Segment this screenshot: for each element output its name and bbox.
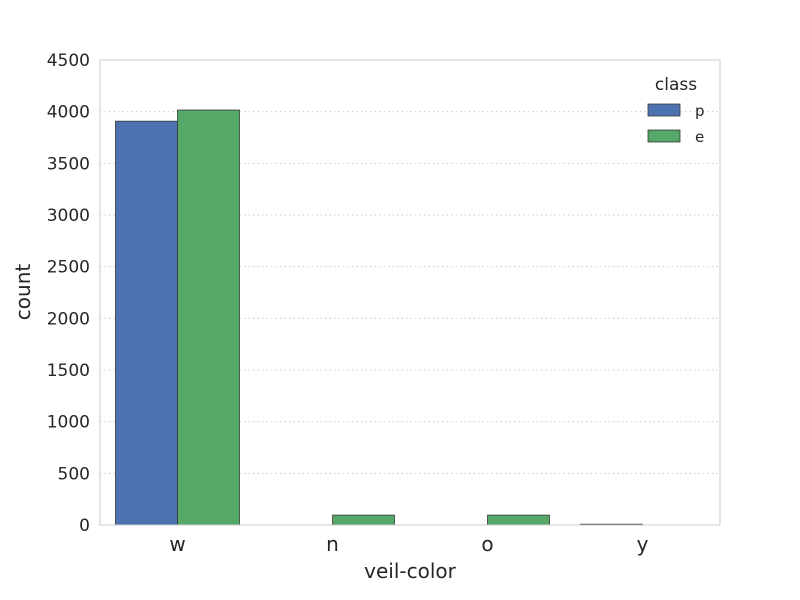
y-tick-labels: 0 500 1000 1500 2000 2500 3000 3500 4000 4500 <box>47 51 90 536</box>
x-tick-label: y <box>637 532 649 556</box>
legend-swatch-p <box>647 103 681 117</box>
legend-swatch-e <box>647 129 681 143</box>
y-tick-label: 4000 <box>47 103 90 123</box>
x-tick-label: w <box>169 532 185 556</box>
y-tick-label: 500 <box>58 464 90 484</box>
y-tick-label: 0 <box>79 516 90 536</box>
legend-title: class <box>655 75 697 95</box>
y-tick-label: 3000 <box>47 206 90 226</box>
legend-label-e: e <box>695 128 704 146</box>
y-axis-label: count <box>11 264 35 321</box>
x-tick-label: o <box>481 532 493 556</box>
bar-p-w <box>115 120 178 526</box>
bar-e-n <box>332 514 395 526</box>
x-tick-label: n <box>326 532 339 556</box>
bars <box>115 109 643 526</box>
bar-e-w <box>177 109 240 526</box>
x-axis-label: veil-color <box>364 559 456 583</box>
y-tick-label: 2500 <box>47 258 90 278</box>
legend-label-p: p <box>695 102 705 120</box>
y-tick-label: 1500 <box>47 361 90 381</box>
y-tick-label: 2000 <box>47 309 90 329</box>
y-tick-label: 4500 <box>47 51 90 71</box>
legend-items: pe <box>647 102 705 146</box>
y-tick-label: 3500 <box>47 154 90 174</box>
plot-frame <box>99 59 721 526</box>
legend: class pe <box>647 75 705 146</box>
bar-e-o <box>487 514 550 526</box>
y-tick-label: 1000 <box>47 413 90 433</box>
